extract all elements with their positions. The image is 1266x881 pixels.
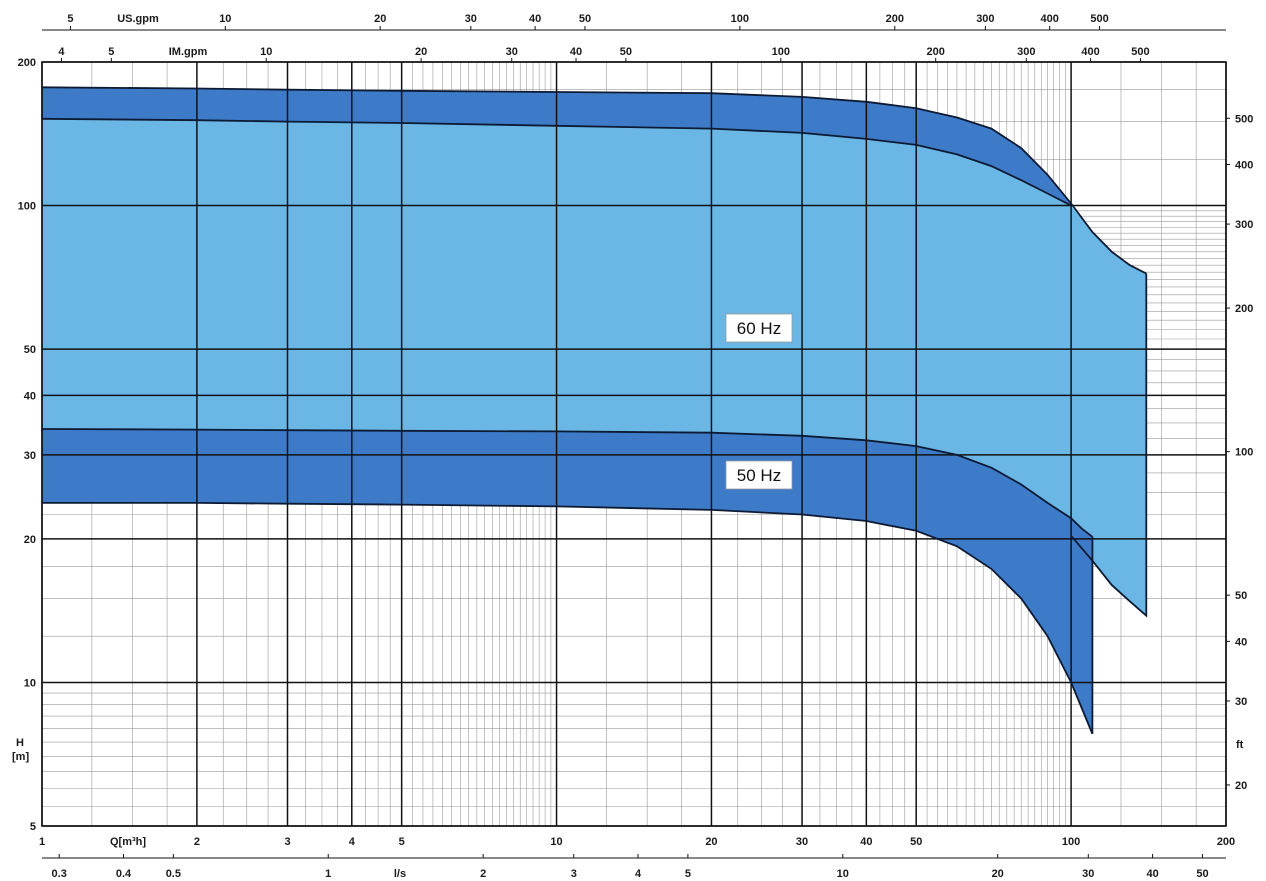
top-tick-label-usgpm: 100 — [731, 13, 749, 25]
y-tick-label-ft: 50 — [1235, 590, 1247, 602]
top-tick-label-usgpm: 50 — [579, 13, 591, 25]
y-tick-label-h: 50 — [24, 344, 36, 356]
label-60hz-box — [725, 313, 793, 343]
x-tick-label-ls: 1 — [325, 868, 331, 880]
x-tick-label-q: 50 — [910, 836, 922, 848]
x-tick-label-ls: 4 — [635, 868, 642, 880]
y-tick-label-ft: 100 — [1235, 447, 1253, 459]
top-tick-label-usgpm: 200 — [886, 13, 904, 25]
y-tick-label-ft: 500 — [1235, 113, 1253, 125]
y-tick-label-ft: 40 — [1235, 636, 1247, 648]
axes: 1 2 3 4 5 10 20 30 40 50 100 200 Q[m³h] 0.3 0.4 0.5 1 2 3 4… — [12, 13, 1253, 880]
top-tick-label-imgpm: 10 — [260, 46, 272, 58]
top-tick-label-imgpm: 100 — [772, 46, 790, 58]
y-tick-label-ft: 30 — [1235, 696, 1247, 708]
x-tick-label-q: 1 — [39, 836, 45, 848]
x-tick-label-ls: 0.5 — [166, 868, 181, 880]
top-tick-label-usgpm: 5 — [67, 13, 73, 25]
top-tick-label-imgpm: 40 — [570, 46, 582, 58]
x-tick-label-ls: 0.3 — [52, 868, 67, 880]
x-tick-label-q: 100 — [1062, 836, 1080, 848]
top-tick-label-usgpm: 300 — [976, 13, 994, 25]
top-tick-label-imgpm: 200 — [927, 46, 945, 58]
top-tick-label-imgpm: 300 — [1017, 46, 1035, 58]
x-tick-label-q: 4 — [349, 836, 356, 848]
y-tick-label-h: 5 — [30, 821, 36, 833]
top-tick-label-usgpm: 40 — [529, 13, 541, 25]
band-60hz-inner — [42, 118, 1147, 616]
y-tick-label-h: 200 — [18, 57, 36, 69]
curve-lines — [41, 86, 1148, 735]
label-50hz-box — [725, 460, 793, 490]
x-tick-label-ls: 50 — [1196, 868, 1208, 880]
y-tick-label-h: 100 — [18, 201, 36, 213]
x-tick-label-ls: 40 — [1146, 868, 1158, 880]
label-60hz: 60 Hz — [725, 313, 793, 343]
grid-major — [41, 61, 1227, 827]
x-tick-label-q: 40 — [860, 836, 872, 848]
y-tick-label-ft: 300 — [1235, 219, 1253, 231]
label-50hz-text: 50 Hz — [737, 466, 781, 485]
y-tick-label-h: 20 — [24, 534, 36, 546]
y-axis-label-h: H — [16, 737, 24, 749]
top-tick-label-imgpm: 400 — [1081, 46, 1099, 58]
curve-bands — [42, 87, 1147, 734]
top-tick-label-imgpm: 500 — [1131, 46, 1149, 58]
x-tick-label-ls: 2 — [480, 868, 486, 880]
x-tick-label-q: 2 — [194, 836, 200, 848]
y-tick-label-h: 30 — [24, 450, 36, 462]
top-tick-label-imgpm: 30 — [506, 46, 518, 58]
x-tick-label-ls: 3 — [571, 868, 577, 880]
top-tick-label-usgpm: 400 — [1040, 13, 1058, 25]
top-axis-label-imgpm: IM.gpm — [169, 46, 208, 58]
y-axis-unit-h: [m] — [12, 751, 29, 763]
curve-50hz-upper — [41, 428, 1093, 538]
top-tick-label-imgpm: 50 — [620, 46, 632, 58]
x-tick-label-ls: 30 — [1082, 868, 1094, 880]
x-tick-label-q: 200 — [1217, 836, 1235, 848]
x-tick-label-q: 20 — [705, 836, 717, 848]
y-tick-label-h: 40 — [24, 390, 36, 402]
y-tick-label-ft: 200 — [1235, 303, 1253, 315]
top-tick-label-imgpm: 5 — [108, 46, 114, 58]
curve-50hz-lower — [42, 502, 1094, 735]
y-tick-label-h: 10 — [24, 677, 36, 689]
top-axis-label-usgpm: US.gpm — [117, 13, 159, 25]
x-axis-label-ls: l/s — [394, 868, 406, 880]
x-tick-label-q: 30 — [796, 836, 808, 848]
band-50hz — [42, 429, 1093, 734]
x-tick-label-q: 3 — [284, 836, 290, 848]
top-tick-label-imgpm: 4 — [58, 46, 65, 58]
x-axis-label-q: Q[m³h] — [110, 836, 146, 848]
top-tick-label-usgpm: 20 — [374, 13, 386, 25]
top-tick-label-usgpm: 30 — [465, 13, 477, 25]
x-tick-label-ls: 20 — [992, 868, 1004, 880]
label-60hz-text: 60 Hz — [737, 319, 781, 338]
plot-frame — [41, 61, 1227, 827]
top-tick-label-usgpm: 10 — [219, 13, 231, 25]
curve-60hz-upper — [41, 86, 1147, 275]
x-tick-label-ls: 5 — [685, 868, 691, 880]
band-60hz-outer — [42, 87, 1072, 206]
top-tick-label-imgpm: 20 — [415, 46, 427, 58]
curve-60hz-end — [1070, 273, 1148, 618]
y-tick-label-ft: 400 — [1235, 160, 1253, 172]
label-50hz: 50 Hz — [725, 460, 793, 490]
curve-60hz-lower — [41, 117, 1072, 207]
y-axis-label-ft: ft — [1236, 739, 1244, 751]
y-tick-label-ft: 20 — [1235, 780, 1247, 792]
x-tick-label-ls: 10 — [837, 868, 849, 880]
top-tick-label-usgpm: 500 — [1090, 13, 1108, 25]
x-tick-label-ls: 0.4 — [116, 868, 132, 880]
x-tick-label-q: 10 — [550, 836, 562, 848]
x-tick-label-q: 5 — [399, 836, 405, 848]
